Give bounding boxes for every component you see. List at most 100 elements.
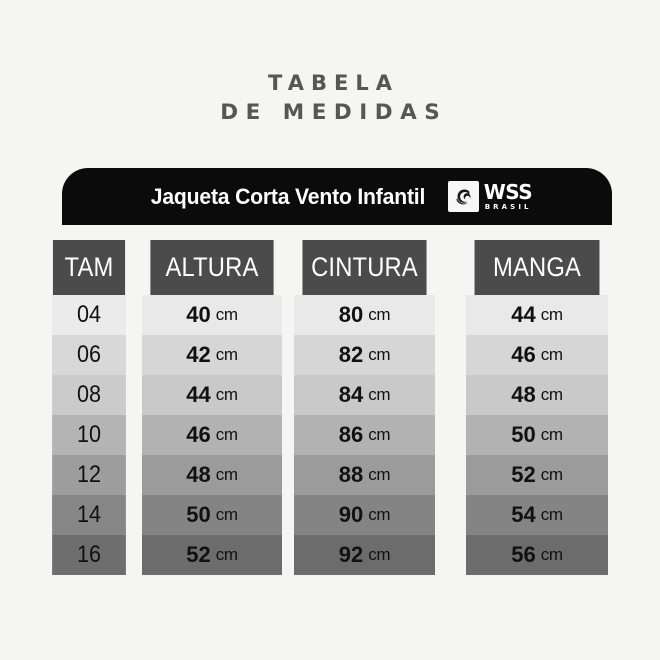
column-header-cintura: CINTURA [302, 240, 427, 295]
measurements-table: TAM 04 06 08 10 12 14 16 ALTURA 40 cm 42 c… [48, 240, 612, 575]
table-row: 48 cm [142, 455, 282, 495]
table-row: 16 [52, 535, 126, 575]
cell-altura: 50 [186, 502, 211, 527]
unit-label: cm [215, 465, 238, 484]
unit-label: cm [215, 345, 238, 364]
table-row: 80 cm [294, 295, 435, 335]
table-row: 08 [52, 375, 126, 415]
cell-cintura: 82 [338, 342, 364, 367]
brand-logo-text: WSS BRASIL [483, 180, 533, 211]
wss-spiral-wave-icon [447, 181, 479, 212]
cell-altura: 40 [186, 302, 211, 327]
unit-label: cm [368, 345, 391, 364]
table-row: 56 cm [466, 535, 608, 575]
table-row: 84 cm [294, 375, 435, 415]
table-row: 06 [52, 335, 126, 375]
unit-label: cm [368, 465, 391, 484]
column-header-altura: ALTURA [150, 240, 274, 295]
table-row: 92 cm [294, 535, 435, 575]
product-header-bar: Jaqueta Corta Vento Infantil WSS BRASIL [62, 168, 612, 225]
brand-logo: WSS BRASIL [447, 180, 533, 212]
unit-label: cm [215, 545, 238, 564]
cell-manga: 44 [511, 302, 536, 327]
cell-manga: 50 [511, 422, 536, 447]
unit-label: cm [540, 465, 563, 484]
table-row: 82 cm [294, 335, 435, 375]
unit-label: cm [540, 545, 563, 564]
cell-cintura: 86 [338, 422, 364, 447]
cell-cintura: 80 [338, 302, 364, 327]
cell-manga: 46 [511, 342, 536, 367]
column-header-manga: MANGA [474, 240, 600, 295]
table-row: 90 cm [294, 495, 435, 535]
table-row: 42 cm [142, 335, 282, 375]
unit-label: cm [540, 505, 563, 524]
table-row: 14 [52, 495, 126, 535]
table-row: 48 cm [466, 375, 608, 415]
column-header-cintura-label: CINTURA [311, 252, 418, 282]
cell-tam: 06 [76, 341, 102, 368]
title-line-2: DE MEDIDAS [220, 100, 448, 125]
unit-label: cm [540, 345, 563, 364]
unit-label: cm [540, 385, 563, 404]
table-row: 04 [52, 295, 126, 335]
column-tam: TAM 04 06 08 10 12 14 16 [48, 240, 130, 575]
cell-tam: 04 [76, 301, 102, 328]
cell-cintura: 90 [338, 502, 364, 527]
product-name: Jaqueta Corta Vento Infantil [150, 183, 426, 209]
cell-altura: 44 [186, 382, 211, 407]
column-header-manga-label: MANGA [492, 252, 581, 282]
cell-cintura: 84 [338, 382, 364, 407]
brand-name: WSS [483, 180, 533, 204]
cell-cintura: 88 [338, 462, 364, 487]
column-header-tam-label: TAM [64, 252, 114, 282]
table-row: 50 cm [142, 495, 282, 535]
unit-label: cm [368, 305, 391, 324]
cell-altura: 48 [186, 462, 211, 487]
unit-label: cm [368, 385, 391, 404]
table-row: 10 [52, 415, 126, 455]
cell-altura: 42 [186, 342, 211, 367]
column-altura: ALTURA 40 cm 42 cm 44 cm 46 cm 48 cm 50 cm 52 c… [142, 240, 282, 575]
table-row: 52 cm [466, 455, 608, 495]
cell-manga: 56 [511, 542, 536, 567]
cell-tam: 14 [76, 501, 102, 528]
table-row: 40 cm [142, 295, 282, 335]
table-row: 44 cm [142, 375, 282, 415]
table-row: 54 cm [466, 495, 608, 535]
unit-label: cm [540, 425, 563, 444]
unit-label: cm [368, 505, 391, 524]
title-line-1: TABELA [268, 71, 399, 95]
page-title: TABELA DE MEDIDAS [0, 0, 660, 128]
cell-tam: 08 [76, 381, 102, 408]
brand-country: BRASIL [484, 203, 532, 211]
table-row: 88 cm [294, 455, 435, 495]
cell-altura: 52 [186, 542, 211, 567]
table-row: 44 cm [466, 295, 608, 335]
unit-label: cm [215, 505, 238, 524]
cell-manga: 54 [511, 502, 536, 527]
table-row: 46 cm [466, 335, 608, 375]
column-cintura: CINTURA 80 cm 82 cm 84 cm 86 cm 88 cm 90 cm 92… [294, 240, 435, 575]
unit-label: cm [215, 305, 238, 324]
unit-label: cm [215, 385, 238, 404]
unit-label: cm [368, 545, 391, 564]
cell-tam: 12 [76, 461, 102, 488]
column-header-altura-label: ALTURA [165, 252, 259, 282]
cell-manga: 48 [511, 382, 536, 407]
cell-tam: 16 [76, 541, 102, 568]
table-row: 50 cm [466, 415, 608, 455]
cell-cintura: 92 [338, 542, 364, 567]
table-row: 12 [52, 455, 126, 495]
cell-altura: 46 [186, 422, 211, 447]
table-row: 46 cm [142, 415, 282, 455]
column-header-tam: TAM [52, 240, 126, 295]
unit-label: cm [215, 425, 238, 444]
column-manga: MANGA 44 cm 46 cm 48 cm 50 cm 52 cm 54 cm 56 cm [466, 240, 608, 575]
cell-manga: 52 [511, 462, 536, 487]
cell-tam: 10 [76, 421, 102, 448]
unit-label: cm [368, 425, 391, 444]
table-row: 52 cm [142, 535, 282, 575]
table-row: 86 cm [294, 415, 435, 455]
